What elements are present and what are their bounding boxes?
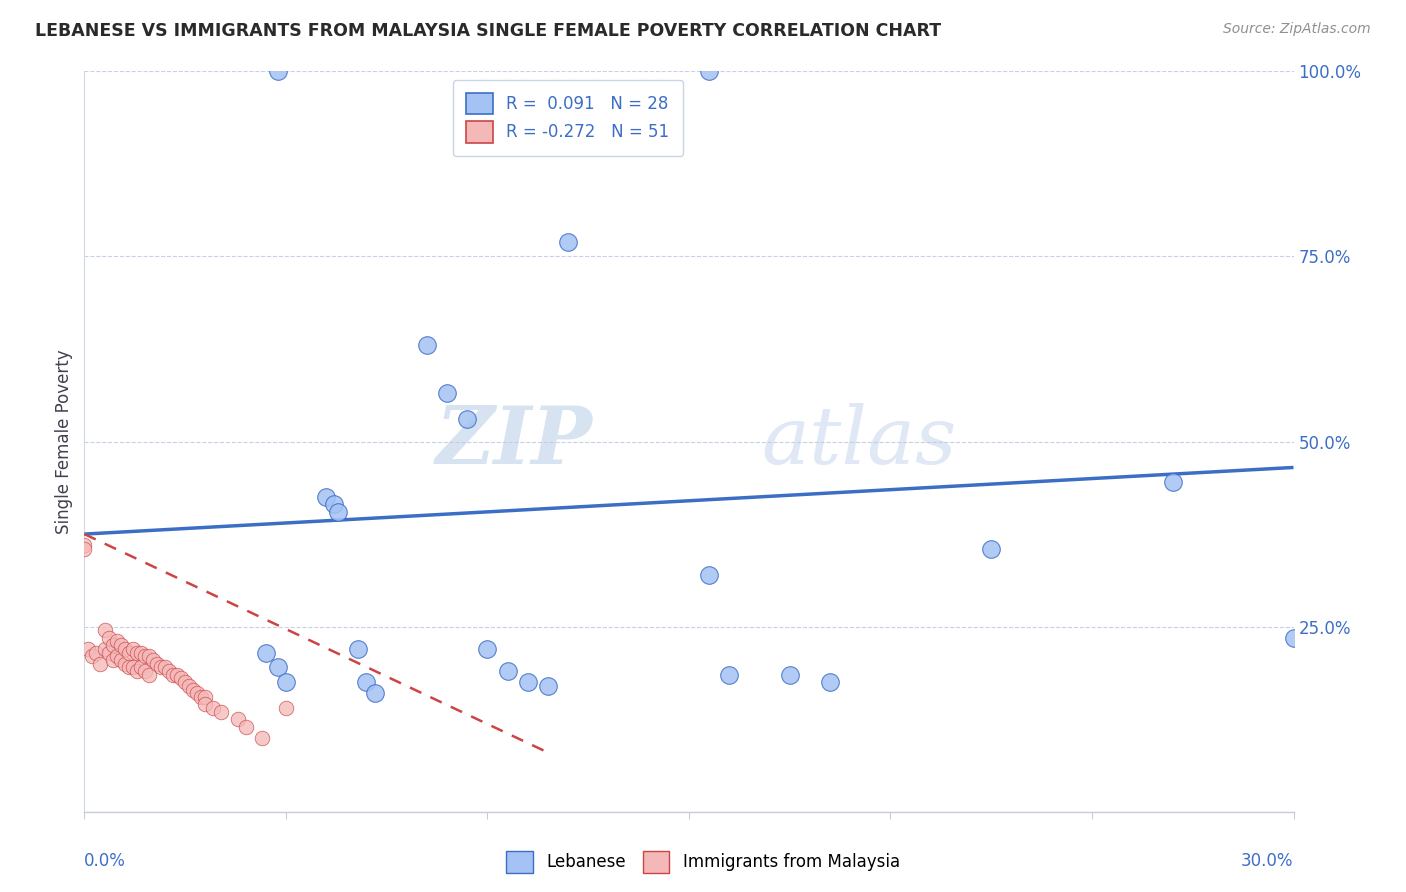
Point <box>138 649 160 664</box>
Point <box>101 653 124 667</box>
Text: ZIP: ZIP <box>436 403 592 480</box>
Point <box>456 412 478 426</box>
Text: 0.0%: 0.0% <box>84 853 127 871</box>
Point <box>416 338 439 352</box>
Point <box>209 705 232 719</box>
Point <box>110 638 132 652</box>
Point <box>134 649 156 664</box>
Point <box>89 657 111 671</box>
Point <box>557 235 579 249</box>
Point <box>146 657 169 671</box>
Point <box>537 679 560 693</box>
Point <box>138 667 160 681</box>
Point <box>194 690 217 704</box>
Point <box>1282 631 1305 645</box>
Point <box>181 682 204 697</box>
Text: 30.0%: 30.0% <box>1241 853 1294 871</box>
Point <box>779 667 801 681</box>
Point <box>202 701 225 715</box>
Point <box>980 541 1002 556</box>
Point <box>73 541 96 556</box>
Point <box>496 664 519 678</box>
Point <box>166 667 188 681</box>
Point <box>347 641 370 656</box>
Point <box>356 675 378 690</box>
Point <box>186 686 208 700</box>
Point <box>274 701 297 715</box>
Point <box>328 505 350 519</box>
Point <box>149 660 172 674</box>
Point <box>254 646 277 660</box>
Point <box>190 690 212 704</box>
Point <box>363 686 385 700</box>
Point <box>101 638 124 652</box>
Point <box>162 667 184 681</box>
Point <box>114 657 136 671</box>
Point <box>118 646 141 660</box>
Legend: Lebanese, Immigrants from Malaysia: Lebanese, Immigrants from Malaysia <box>499 845 907 880</box>
Point <box>129 646 152 660</box>
Point <box>86 646 108 660</box>
Point <box>153 660 176 674</box>
Point <box>170 672 193 686</box>
Point <box>114 641 136 656</box>
Point <box>267 64 290 78</box>
Y-axis label: Single Female Poverty: Single Female Poverty <box>55 350 73 533</box>
Text: Source: ZipAtlas.com: Source: ZipAtlas.com <box>1223 22 1371 37</box>
Point <box>142 653 165 667</box>
Point <box>516 675 538 690</box>
Point <box>274 675 297 690</box>
Point <box>97 631 120 645</box>
Point <box>134 664 156 678</box>
Point <box>121 660 143 674</box>
Text: LEBANESE VS IMMIGRANTS FROM MALAYSIA SINGLE FEMALE POVERTY CORRELATION CHART: LEBANESE VS IMMIGRANTS FROM MALAYSIA SIN… <box>35 22 941 40</box>
Point <box>118 660 141 674</box>
Legend: R =  0.091   N = 28, R = -0.272   N = 51: R = 0.091 N = 28, R = -0.272 N = 51 <box>453 79 683 156</box>
Point <box>818 675 841 690</box>
Point <box>179 679 201 693</box>
Point <box>93 641 115 656</box>
Point <box>174 675 197 690</box>
Point <box>82 649 104 664</box>
Point <box>718 667 741 681</box>
Point <box>121 641 143 656</box>
Point <box>250 731 273 745</box>
Point <box>267 660 290 674</box>
Point <box>697 567 720 582</box>
Point <box>1161 475 1184 490</box>
Point <box>697 64 720 78</box>
Text: atlas: atlas <box>762 403 957 480</box>
Point <box>125 664 148 678</box>
Point <box>129 660 152 674</box>
Point <box>73 538 96 552</box>
Point <box>194 698 217 712</box>
Point <box>157 664 180 678</box>
Point <box>105 634 128 648</box>
Point <box>323 498 346 512</box>
Point <box>77 641 100 656</box>
Point <box>226 712 249 726</box>
Point <box>125 646 148 660</box>
Point <box>105 649 128 664</box>
Point <box>477 641 499 656</box>
Point <box>110 653 132 667</box>
Point <box>93 624 115 638</box>
Point <box>436 386 458 401</box>
Point <box>97 646 120 660</box>
Point <box>315 490 337 504</box>
Point <box>235 720 257 734</box>
